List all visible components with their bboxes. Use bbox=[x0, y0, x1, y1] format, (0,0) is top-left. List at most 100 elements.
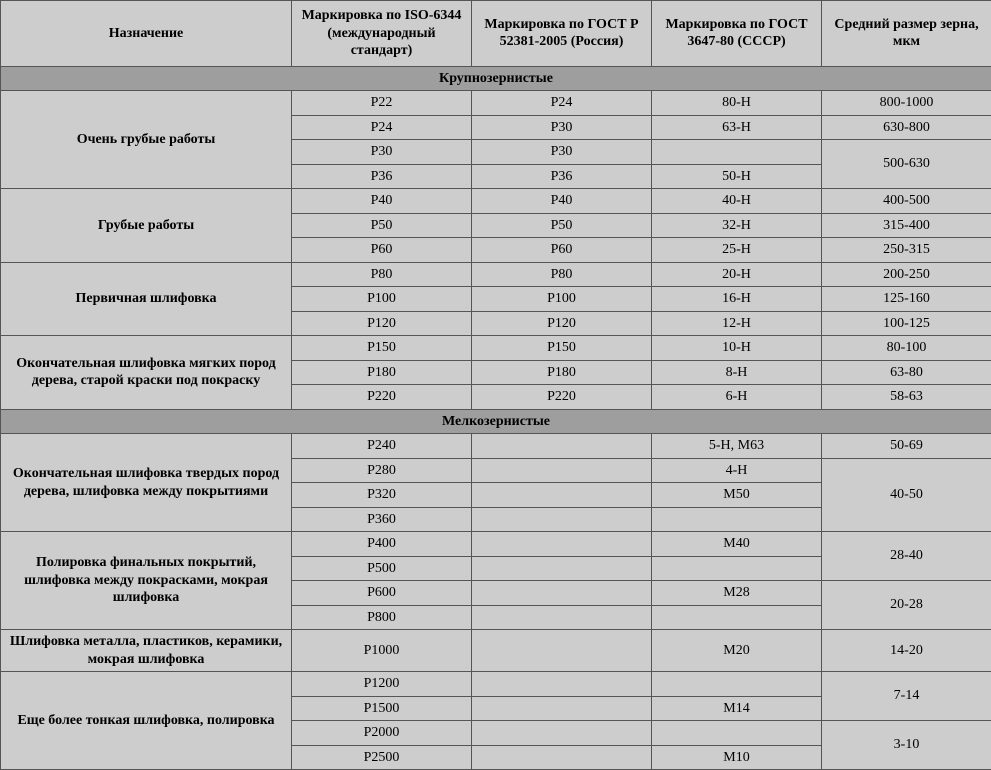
col-purpose: Назначение bbox=[1, 1, 292, 67]
section-coarse: Крупнозернистые bbox=[1, 66, 991, 91]
cell-iso: P36 bbox=[292, 164, 472, 189]
cell-gost-ussr bbox=[652, 605, 822, 630]
cell-gost-r: P24 bbox=[472, 91, 652, 116]
cell-gost-r: P120 bbox=[472, 311, 652, 336]
cell-gost-ussr: М50 bbox=[652, 483, 822, 508]
table-row: Грубые работыP40P4040-Н400-500 bbox=[1, 189, 991, 214]
cell-iso: P180 bbox=[292, 360, 472, 385]
cell-gost-ussr: М40 bbox=[652, 532, 822, 557]
cell-grain: 125-160 bbox=[822, 287, 991, 312]
cell-grain: 20-28 bbox=[822, 581, 991, 630]
purpose-cell: Еще более тонкая шлифовка, полировка bbox=[1, 672, 292, 770]
cell-iso: P400 bbox=[292, 532, 472, 557]
cell-grain: 315-400 bbox=[822, 213, 991, 238]
purpose-cell: Первичная шлифовка bbox=[1, 262, 292, 336]
cell-grain: 28-40 bbox=[822, 532, 991, 581]
cell-iso: P500 bbox=[292, 556, 472, 581]
cell-iso: P30 bbox=[292, 140, 472, 165]
purpose-cell: Очень грубые работы bbox=[1, 91, 292, 189]
table-row: Окончательная шлифовка твердых пород дер… bbox=[1, 434, 991, 459]
col-iso: Маркировка по ISO-6344 (международный ст… bbox=[292, 1, 472, 67]
cell-iso: P1200 bbox=[292, 672, 472, 697]
cell-gost-ussr: 6-Н bbox=[652, 385, 822, 410]
purpose-cell: Шлифовка металла, пластиков, керамики, м… bbox=[1, 630, 292, 672]
cell-gost-ussr bbox=[652, 721, 822, 746]
cell-iso: P2000 bbox=[292, 721, 472, 746]
cell-grain: 63-80 bbox=[822, 360, 991, 385]
cell-gost-r bbox=[472, 581, 652, 606]
cell-gost-ussr: 10-Н bbox=[652, 336, 822, 361]
cell-gost-r: P80 bbox=[472, 262, 652, 287]
cell-gost-ussr: 80-Н bbox=[652, 91, 822, 116]
cell-gost-r: P30 bbox=[472, 115, 652, 140]
cell-iso: P1000 bbox=[292, 630, 472, 672]
cell-iso: P80 bbox=[292, 262, 472, 287]
cell-gost-ussr: 8-Н bbox=[652, 360, 822, 385]
cell-gost-r bbox=[472, 672, 652, 697]
cell-iso: P240 bbox=[292, 434, 472, 459]
cell-gost-r bbox=[472, 434, 652, 459]
cell-gost-ussr: М28 bbox=[652, 581, 822, 606]
cell-iso: P50 bbox=[292, 213, 472, 238]
table-row: Шлифовка металла, пластиков, керамики, м… bbox=[1, 630, 991, 672]
cell-gost-ussr bbox=[652, 672, 822, 697]
cell-iso: P800 bbox=[292, 605, 472, 630]
cell-iso: P150 bbox=[292, 336, 472, 361]
cell-gost-r bbox=[472, 605, 652, 630]
table-row: Очень грубые работыP22P2480-Н800-1000 bbox=[1, 91, 991, 116]
cell-grain: 50-69 bbox=[822, 434, 991, 459]
cell-iso: P1500 bbox=[292, 696, 472, 721]
cell-grain: 7-14 bbox=[822, 672, 991, 721]
cell-iso: P360 bbox=[292, 507, 472, 532]
cell-gost-r: P40 bbox=[472, 189, 652, 214]
cell-gost-r: P180 bbox=[472, 360, 652, 385]
cell-gost-r bbox=[472, 630, 652, 672]
col-gost-r: Маркировка по ГОСТ Р 52381-2005 (Россия) bbox=[472, 1, 652, 67]
cell-gost-ussr: 50-Н bbox=[652, 164, 822, 189]
cell-grain: 80-100 bbox=[822, 336, 991, 361]
cell-gost-r: P50 bbox=[472, 213, 652, 238]
cell-gost-r bbox=[472, 483, 652, 508]
cell-iso: P280 bbox=[292, 458, 472, 483]
cell-gost-ussr: М14 bbox=[652, 696, 822, 721]
cell-iso: P600 bbox=[292, 581, 472, 606]
cell-gost-r: P220 bbox=[472, 385, 652, 410]
cell-gost-r bbox=[472, 458, 652, 483]
cell-iso: P220 bbox=[292, 385, 472, 410]
cell-grain: 500-630 bbox=[822, 140, 991, 189]
table-row: Еще более тонкая шлифовка, полировкаP120… bbox=[1, 672, 991, 697]
purpose-cell: Окончательная шлифовка твердых пород дер… bbox=[1, 434, 292, 532]
cell-grain: 40-50 bbox=[822, 458, 991, 532]
cell-iso: P24 bbox=[292, 115, 472, 140]
cell-iso: P22 bbox=[292, 91, 472, 116]
cell-grain: 800-1000 bbox=[822, 91, 991, 116]
purpose-cell: Окончательная шлифовка мягких пород дере… bbox=[1, 336, 292, 410]
cell-gost-ussr: М10 bbox=[652, 745, 822, 770]
cell-grain: 200-250 bbox=[822, 262, 991, 287]
cell-gost-r bbox=[472, 532, 652, 557]
abrasive-grain-table: НазначениеМаркировка по ISO-6344 (междун… bbox=[0, 0, 991, 770]
cell-grain: 400-500 bbox=[822, 189, 991, 214]
cell-gost-ussr: 40-Н bbox=[652, 189, 822, 214]
cell-grain: 3-10 bbox=[822, 721, 991, 770]
cell-gost-ussr: 16-Н bbox=[652, 287, 822, 312]
cell-grain: 14-20 bbox=[822, 630, 991, 672]
cell-gost-ussr: 4-Н bbox=[652, 458, 822, 483]
cell-gost-r: P36 bbox=[472, 164, 652, 189]
cell-iso: P320 bbox=[292, 483, 472, 508]
cell-grain: 58-63 bbox=[822, 385, 991, 410]
table-row: Первичная шлифовкаP80P8020-Н200-250 bbox=[1, 262, 991, 287]
cell-gost-ussr: 12-Н bbox=[652, 311, 822, 336]
cell-gost-r bbox=[472, 507, 652, 532]
cell-gost-ussr: 63-Н bbox=[652, 115, 822, 140]
cell-gost-ussr: 25-Н bbox=[652, 238, 822, 263]
cell-iso: P40 bbox=[292, 189, 472, 214]
cell-gost-ussr bbox=[652, 507, 822, 532]
cell-gost-r bbox=[472, 556, 652, 581]
purpose-cell: Полировка финальных покрытий, шлифовка м… bbox=[1, 532, 292, 630]
table-row: Полировка финальных покрытий, шлифовка м… bbox=[1, 532, 991, 557]
cell-gost-r: P150 bbox=[472, 336, 652, 361]
cell-gost-ussr: 20-Н bbox=[652, 262, 822, 287]
cell-gost-r: P30 bbox=[472, 140, 652, 165]
cell-gost-ussr bbox=[652, 556, 822, 581]
